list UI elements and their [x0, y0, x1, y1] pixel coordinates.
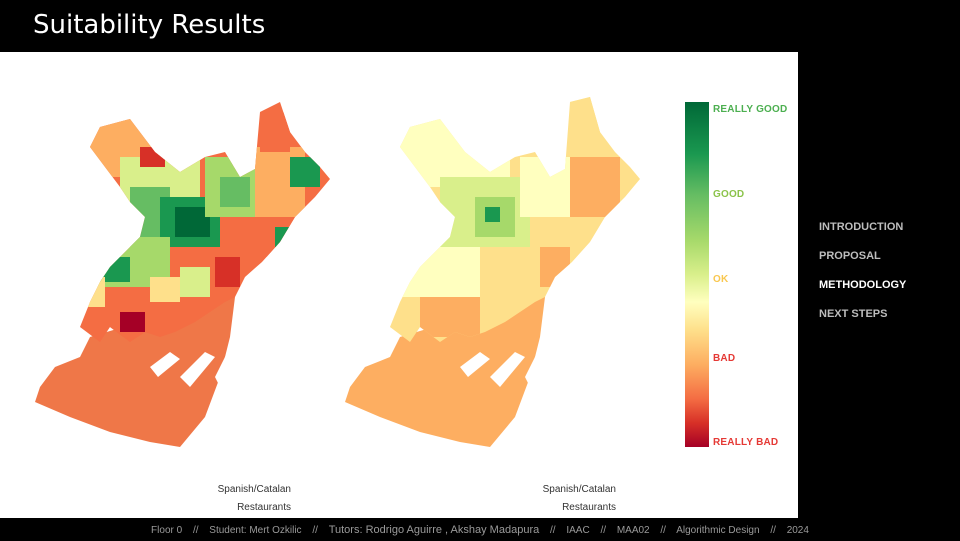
footer-tutors: Tutors: Rodrigo Aguirre , Akshay Madapur… [328, 524, 540, 536]
port-dock-3 [215, 347, 235, 397]
caption-line: Spanish/Catalan [542, 484, 616, 495]
footer-program: MAA02 [616, 525, 650, 536]
legend-label-bad: BAD [713, 353, 736, 364]
footer-floor: Floor 0 [151, 525, 183, 536]
legend-label-ok: OK [713, 274, 729, 285]
caption-line: Spanish/Catalan [217, 484, 291, 495]
port-dock [490, 352, 525, 387]
port-zone [35, 297, 235, 447]
footer-separator: // [770, 525, 776, 536]
footer-separator: // [312, 525, 318, 536]
map-caption-left: Spanish/Catalan Restaurants [131, 481, 291, 517]
map-caption-right: Spanish/Catalan Restaurants [456, 481, 616, 517]
footer-year: 2024 [786, 525, 809, 536]
legend-label-really-bad: REALLY BAD [713, 437, 779, 448]
caption-line: Restaurants [237, 502, 291, 513]
nav-item-methodology[interactable]: METHODOLOGY [819, 279, 907, 291]
footer-student: Student: Mert Ozkilic [209, 525, 302, 536]
footer: Floor 0 // Student: Mert Ozkilic // Tuto… [0, 520, 960, 540]
port-zone [345, 297, 545, 447]
caption-line: Restaurants [562, 502, 616, 513]
port-dock-2 [460, 352, 490, 377]
results-panel: Spanish/Catalan Restaurants Spanish/Cata… [0, 52, 798, 518]
nav-item-introduction[interactable]: INTRODUCTION [819, 221, 904, 233]
nav-item-next-steps[interactable]: NEXT STEPS [819, 308, 888, 320]
port-dock-3 [525, 347, 545, 397]
footer-separator: // [550, 525, 556, 536]
suitability-map-strong [35, 102, 330, 447]
suitability-map-muted [345, 97, 640, 447]
footer-org: IAAC [566, 525, 590, 536]
legend-color-scale [685, 102, 709, 447]
city-mosaic-left [80, 102, 330, 342]
footer-separator: // [660, 525, 666, 536]
legend-label-good: GOOD [713, 189, 745, 200]
section-nav: INTRODUCTION PROPOSAL METHODOLOGY NEXT S… [819, 218, 906, 334]
footer-separator: // [192, 525, 199, 536]
footer-course: Algorithmic Design [676, 525, 760, 536]
port-dock-2 [150, 352, 180, 377]
city-mosaic-right [390, 97, 640, 342]
slide-title: Suitability Results [33, 10, 266, 40]
footer-separator: // [600, 525, 607, 536]
legend-label-really-good: REALLY GOOD [713, 104, 788, 115]
port-dock [180, 352, 215, 387]
nav-item-proposal[interactable]: PROPOSAL [819, 250, 881, 262]
